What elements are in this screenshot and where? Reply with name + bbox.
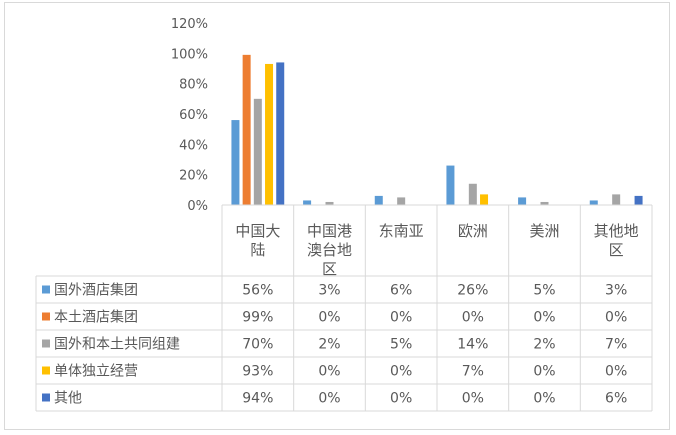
category-label: 区 — [322, 260, 337, 278]
y-tick-label: 60% — [179, 108, 208, 123]
bar — [468, 183, 477, 205]
legend-label: 单体独立经营 — [54, 364, 138, 380]
y-tick-label: 20% — [179, 169, 208, 184]
legend-label: 国外和本土共同组建 — [54, 337, 180, 353]
table-value: 0% — [605, 310, 627, 326]
category-label: 区 — [609, 241, 624, 259]
bar — [589, 200, 598, 205]
bar — [540, 201, 549, 205]
table-value: 2% — [318, 337, 340, 353]
bar — [325, 201, 334, 205]
table-value: 7% — [462, 364, 484, 380]
category-label: 澳台地 — [307, 241, 352, 259]
table-value: 0% — [462, 310, 484, 326]
table-value: 3% — [318, 283, 340, 299]
category-label: 其他地 — [594, 222, 639, 240]
legend-label: 国外酒店集团 — [54, 282, 138, 299]
y-tick-label: 120% — [171, 17, 208, 32]
legend-key — [42, 366, 50, 375]
legend-key — [42, 312, 50, 321]
bar — [397, 197, 406, 205]
bar — [303, 200, 312, 205]
table-value: 26% — [457, 283, 488, 299]
y-tick-label: 0% — [187, 199, 208, 214]
table-value: 0% — [318, 310, 340, 326]
table-value: 2% — [533, 337, 555, 353]
table-value: 0% — [533, 310, 555, 326]
y-tick-label: 80% — [179, 78, 208, 93]
legend-label: 其他 — [54, 391, 82, 407]
y-tick-label: 100% — [171, 47, 208, 62]
category-label: 欧洲 — [458, 222, 488, 240]
table-value: 99% — [242, 310, 273, 326]
table-value: 0% — [390, 391, 412, 407]
table-value: 0% — [318, 364, 340, 380]
bar — [612, 194, 621, 205]
bar — [231, 120, 240, 205]
table-value: 7% — [605, 337, 627, 353]
table-value: 0% — [462, 391, 484, 407]
legend-label: 本土酒店集团 — [54, 309, 138, 326]
table-value: 0% — [390, 364, 412, 380]
category-label: 中国港 — [307, 222, 352, 240]
table-value: 5% — [533, 283, 555, 299]
table-value: 6% — [390, 283, 412, 299]
category-label: 陆 — [250, 241, 265, 259]
table-value: 0% — [605, 364, 627, 380]
table-value: 94% — [242, 391, 273, 407]
table-value: 70% — [242, 337, 273, 353]
bar — [480, 194, 489, 205]
y-tick-label: 40% — [179, 138, 208, 153]
table-value: 93% — [242, 364, 273, 380]
bar — [265, 63, 274, 206]
bar — [374, 195, 383, 205]
category-label: 美洲 — [529, 222, 559, 240]
bar — [518, 197, 527, 205]
table-value: 0% — [390, 310, 412, 326]
bar — [634, 195, 643, 205]
table-value: 6% — [605, 391, 627, 407]
legend-key — [42, 393, 50, 402]
table-value: 0% — [533, 391, 555, 407]
legend-key — [42, 339, 50, 348]
bar — [446, 165, 455, 205]
bar — [253, 98, 262, 205]
table-value: 14% — [457, 337, 488, 353]
chart-frame — [4, 2, 670, 430]
table-value: 5% — [390, 337, 412, 353]
bar — [242, 54, 251, 205]
table-value: 56% — [242, 283, 273, 299]
table-value: 0% — [318, 391, 340, 407]
category-label: 中国大 — [235, 222, 280, 240]
category-label: 东南亚 — [379, 222, 424, 240]
table-value: 0% — [533, 364, 555, 380]
legend-key — [42, 285, 50, 294]
bar — [276, 62, 285, 205]
table-value: 3% — [605, 283, 627, 299]
